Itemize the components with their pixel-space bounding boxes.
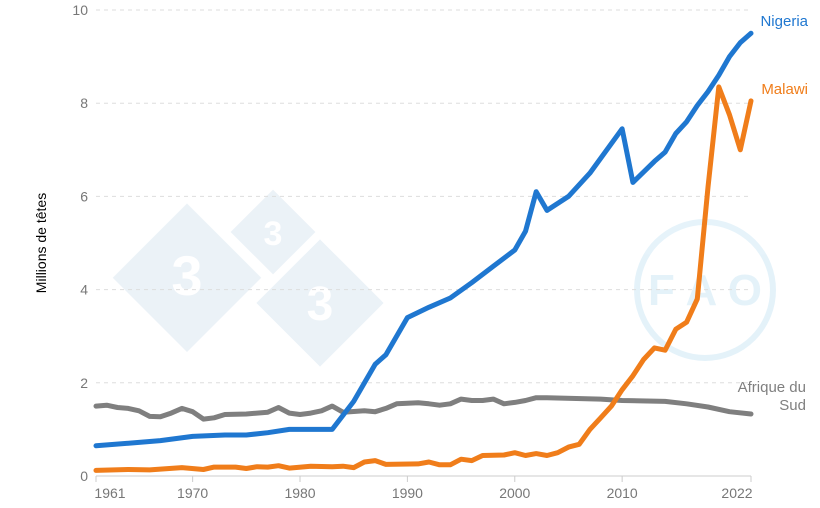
y-tick-label: 4 [80, 282, 88, 298]
series-line-malawi [93, 84, 754, 473]
svg-text:3: 3 [171, 244, 202, 307]
axes: 0 2 4 6 8 10 1961 1970 1980 1990 2000 2010 2022 [72, 2, 752, 501]
y-tick-label: 2 [80, 375, 88, 391]
x-tick-label: 1970 [177, 485, 208, 501]
svg-text:3: 3 [264, 215, 283, 253]
x-tick-label: 2000 [499, 485, 530, 501]
y-tick-label: 8 [80, 95, 88, 111]
series-line-nigeria [93, 30, 754, 449]
fao-logo-watermark: F A O [634, 219, 776, 361]
y-tick-label: 10 [72, 2, 88, 18]
series-line-afrique-du-sud [93, 395, 754, 422]
svg-text:F A O: F A O [648, 266, 762, 315]
series-label: Afrique du [738, 379, 806, 396]
x-tick-label: 2010 [607, 485, 638, 501]
x-tick-label: 1990 [392, 485, 423, 501]
svg-text:3: 3 [307, 278, 334, 331]
series-label: Malawi [761, 81, 808, 98]
grid [96, 9, 751, 384]
logo-333-watermark: 3 3 3 [112, 189, 384, 367]
series-label: Sud [779, 397, 806, 414]
y-tick-label: 6 [80, 188, 88, 204]
series-label: Nigeria [760, 13, 808, 30]
watermark-logos: 3 3 3 F A O [112, 189, 776, 367]
x-tick-label: 1980 [284, 485, 315, 501]
x-tick-label: 2022 [721, 485, 752, 501]
x-tick-label: 1961 [94, 485, 125, 501]
y-axis-label: Millions de têtes [33, 193, 49, 293]
series-lines [93, 30, 754, 473]
y-tick-label: 0 [80, 468, 88, 484]
